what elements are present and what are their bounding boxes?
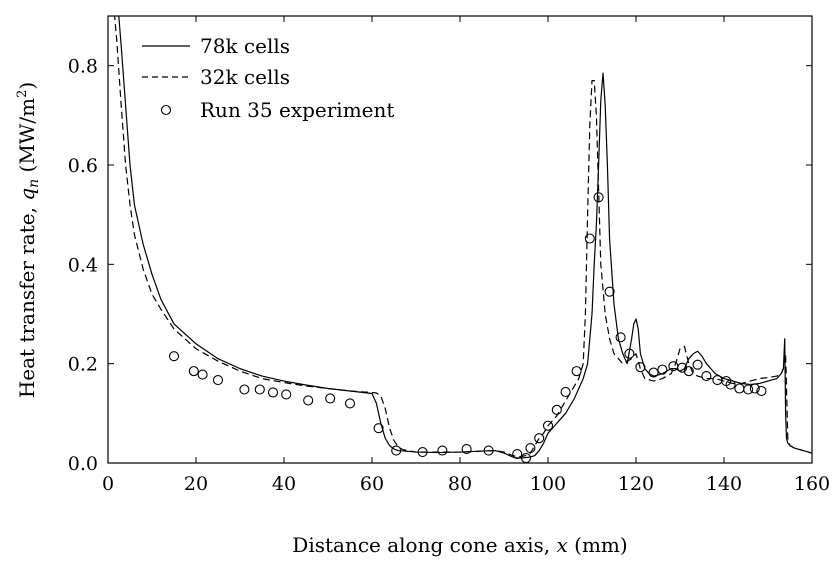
x-tick-label: 80 (448, 473, 472, 495)
experiment-point (391, 445, 402, 456)
experiment-point (635, 362, 646, 373)
x-tick-label: 160 (794, 473, 830, 495)
experiment-point (303, 395, 314, 406)
experiment-point (749, 383, 760, 394)
x-tick-label: 120 (618, 473, 654, 495)
axis-ticks: 0 20 40 60 80 100 120 140 160 0.0 0.2 0.4 0.6 0.8 (68, 16, 830, 495)
experiment-point (756, 385, 767, 397)
legend-marker-experiment (160, 104, 172, 116)
legend-label-78k: 78k cells (200, 34, 290, 58)
x-tick-label: 140 (706, 473, 742, 495)
experiment-point (657, 364, 668, 375)
legend-label-32k: 32k cells (200, 65, 290, 89)
y-tick-label: 0.4 (68, 254, 98, 276)
y-tick-label: 0.0 (68, 453, 98, 475)
experiment-point (437, 445, 448, 456)
x-tick-label: 0 (102, 473, 114, 495)
experiment-point (417, 447, 428, 458)
experiment-point (743, 384, 754, 395)
x-tick-label: 60 (360, 473, 384, 495)
legend: 78k cells 32k cells Run 35 experiment (142, 34, 394, 122)
experiment-point (692, 359, 703, 370)
experiment-point (373, 423, 384, 434)
experiment-point (584, 233, 595, 244)
experiment-point (525, 443, 536, 454)
experiment-point (571, 366, 582, 377)
experiment-point (168, 351, 180, 362)
experiment-point (188, 366, 199, 377)
experiment-point (624, 348, 635, 359)
experiment-point (542, 420, 554, 431)
x-axis-label: Distance along cone axis, x (mm) (292, 533, 627, 557)
x-tick-label: 100 (530, 473, 566, 495)
experiment-point (593, 192, 604, 203)
y-tick-label: 0.6 (68, 155, 98, 177)
experiment-point (197, 369, 208, 380)
legend-label-experiment: Run 35 experiment (200, 98, 394, 122)
experiment-point (512, 449, 523, 460)
series-lines (113, 16, 812, 459)
experiment-point (344, 398, 356, 409)
experiment-markers (168, 192, 767, 463)
experiment-point (604, 286, 615, 297)
experiment-point (560, 386, 571, 398)
series-line-32k (113, 16, 812, 458)
experiment-point (734, 383, 745, 394)
experiment-point (239, 384, 250, 395)
experiment-point (254, 384, 265, 395)
y-tick-label: 0.2 (68, 354, 98, 376)
x-tick-label: 40 (272, 473, 296, 495)
experiment-point (534, 433, 545, 444)
experiment-point (281, 389, 292, 400)
experiment-point (677, 362, 688, 373)
experiment-point (212, 375, 224, 386)
experiment-point (683, 366, 694, 377)
experiment-point (461, 444, 472, 455)
experiment-point (725, 379, 736, 390)
experiment-point (648, 367, 659, 378)
x-tick-label: 20 (184, 473, 208, 495)
experiment-point (668, 361, 679, 372)
experiment-point (551, 404, 562, 415)
experiment-point (267, 387, 279, 398)
experiment-point (701, 371, 712, 382)
y-axis-label: Heat transfer rate, qn (MW/m2) (15, 82, 42, 398)
experiment-point (483, 445, 494, 456)
y-tick-label: 0.8 (68, 56, 98, 78)
experiment-point (325, 393, 336, 404)
experiment-point (615, 332, 626, 343)
